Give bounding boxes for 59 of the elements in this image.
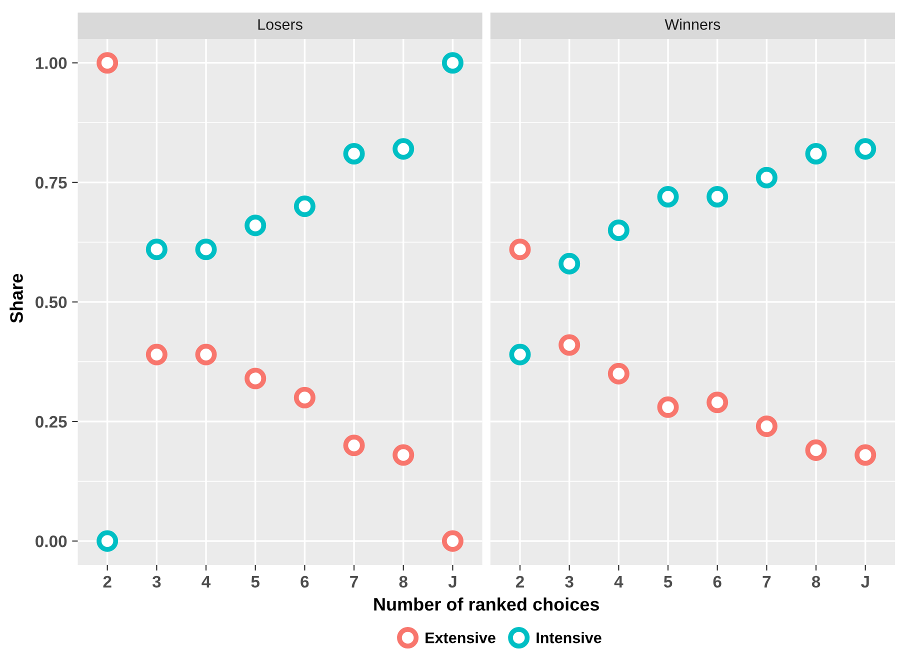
x-tick-label: J [860, 576, 869, 588]
point [96, 530, 118, 552]
x-tick-label: J [448, 576, 456, 588]
point [146, 238, 168, 260]
x-axis-title: Number of ranked choices [374, 597, 599, 611]
point [854, 444, 876, 466]
x-tick-label: 5 [251, 576, 260, 588]
point [442, 530, 464, 552]
point [657, 396, 679, 418]
point [244, 368, 266, 390]
point [509, 238, 531, 260]
x-tick-label: 3 [565, 576, 574, 588]
point [756, 416, 778, 438]
point [195, 344, 217, 366]
point [558, 252, 580, 274]
point [392, 138, 414, 160]
point [706, 186, 728, 208]
point [294, 196, 316, 218]
point [558, 334, 580, 356]
x-tick-label: 4 [614, 576, 624, 588]
point [509, 344, 531, 366]
point [805, 439, 827, 461]
point [343, 434, 365, 456]
legend-label: Intensive [536, 632, 602, 644]
x-tick-label: 7 [350, 576, 358, 588]
y-axis-title: Share [10, 274, 23, 323]
x-tick-label: 6 [713, 576, 722, 588]
point [294, 386, 316, 408]
x-tick-label: 8 [812, 576, 820, 588]
point [805, 142, 827, 164]
x-tick-label: 6 [300, 576, 309, 588]
y-tick-label: 1.00 [36, 57, 67, 70]
point [343, 142, 365, 164]
point [657, 186, 679, 208]
point [195, 238, 217, 260]
y-tick-label: 0.50 [36, 296, 67, 308]
y-tick-label: 0.00 [36, 535, 67, 548]
x-tick-label: 3 [152, 576, 161, 588]
point [608, 219, 630, 241]
x-tick-label: 7 [762, 576, 771, 588]
point [96, 52, 118, 74]
point [146, 344, 168, 366]
legend-label: Extensive [426, 632, 496, 644]
point [392, 444, 414, 466]
y-tick-label: 0.25 [36, 416, 67, 428]
point [854, 138, 876, 160]
point [442, 52, 464, 74]
y-tick-label: 0.75 [36, 176, 67, 189]
chart-title: Losers [258, 19, 302, 30]
x-tick-label: 4 [202, 576, 211, 588]
x-tick-label: 8 [399, 576, 408, 588]
point [706, 392, 728, 414]
point [756, 166, 778, 188]
x-tick-label: 5 [664, 576, 672, 588]
point [244, 214, 266, 236]
x-tick-label: 2 [103, 576, 112, 588]
x-tick-label: 2 [516, 576, 524, 588]
point [608, 362, 630, 384]
chart-title: Winners [664, 18, 720, 30]
